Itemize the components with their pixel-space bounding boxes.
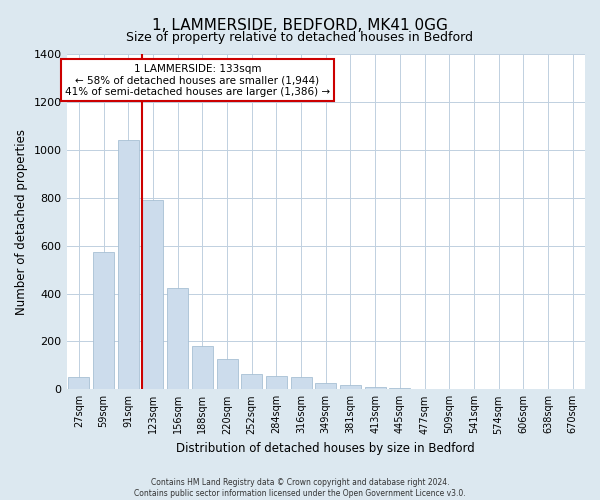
Bar — [315, 384, 336, 390]
Text: Size of property relative to detached houses in Bedford: Size of property relative to detached ho… — [127, 31, 473, 44]
Bar — [217, 360, 238, 390]
Bar — [192, 346, 213, 390]
Bar — [365, 387, 386, 390]
Bar — [266, 376, 287, 390]
Bar — [68, 378, 89, 390]
Bar — [340, 384, 361, 390]
Bar — [241, 374, 262, 390]
Bar — [142, 200, 163, 390]
Y-axis label: Number of detached properties: Number of detached properties — [15, 128, 28, 314]
Bar — [167, 288, 188, 390]
Text: 1, LAMMERSIDE, BEDFORD, MK41 0GG: 1, LAMMERSIDE, BEDFORD, MK41 0GG — [152, 18, 448, 32]
Bar — [414, 388, 435, 390]
Bar — [389, 388, 410, 390]
Bar — [93, 252, 114, 390]
Text: Contains HM Land Registry data © Crown copyright and database right 2024.
Contai: Contains HM Land Registry data © Crown c… — [134, 478, 466, 498]
Bar — [118, 140, 139, 390]
Text: 1 LAMMERSIDE: 133sqm
← 58% of detached houses are smaller (1,944)
41% of semi-de: 1 LAMMERSIDE: 133sqm ← 58% of detached h… — [65, 64, 330, 97]
X-axis label: Distribution of detached houses by size in Bedford: Distribution of detached houses by size … — [176, 442, 475, 455]
Bar — [290, 378, 311, 390]
